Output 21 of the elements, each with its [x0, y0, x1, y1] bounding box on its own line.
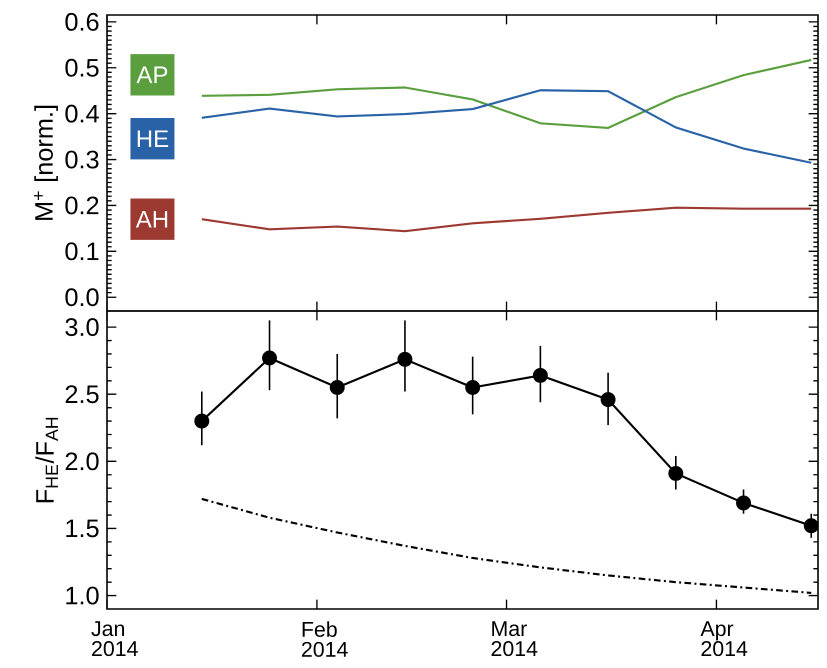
- y-tick-label: 0.0: [65, 288, 99, 306]
- y-tick-label: 1.5: [66, 520, 99, 538]
- y-tick-label: 0.3: [65, 150, 98, 169]
- x-tick-label: Mar 2014: [492, 621, 538, 656]
- x-tick-label: Feb 2014: [302, 621, 348, 657]
- y-tick-label: 0.6: [65, 12, 98, 31]
- y-tick-label: 0.4: [65, 104, 99, 123]
- series-label: HE: [138, 130, 168, 147]
- y-axis-title: F$_{HE}$/F$_{AH}$: [35, 418, 58, 502]
- series-label: AH: [136, 210, 168, 228]
- y-axis-title: M$^{+}$ [norm.]: [34, 106, 58, 220]
- series-label: AP: [136, 66, 168, 84]
- y-tick-label: 1.0: [66, 586, 99, 605]
- x-tick-label: Apr 2014: [700, 621, 748, 656]
- y-tick-label: 2.5: [66, 385, 99, 404]
- y-tick-label: 0.1: [65, 242, 98, 260]
- x-tick-label: Jan 2014: [91, 621, 138, 656]
- y-tick-label: 0.2: [65, 196, 98, 214]
- y-tick-label: 3.0: [65, 318, 99, 336]
- y-tick-label: 0.5: [65, 58, 99, 77]
- y-tick-label: 2.0: [66, 452, 99, 470]
